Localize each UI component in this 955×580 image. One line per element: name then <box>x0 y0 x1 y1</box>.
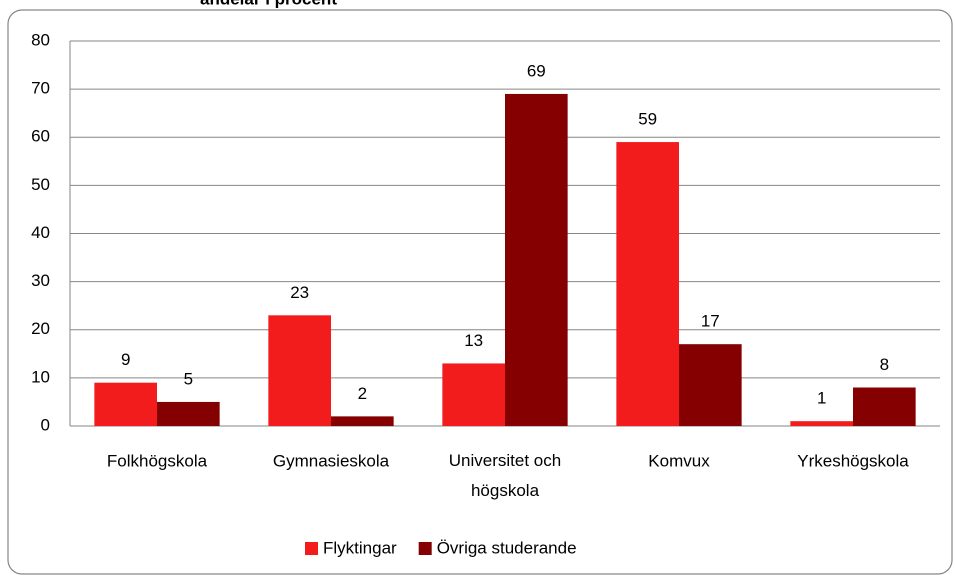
bar <box>616 142 679 426</box>
value-label: 23 <box>290 283 309 302</box>
value-label: 8 <box>880 355 889 374</box>
bar <box>853 387 916 426</box>
legend-swatch <box>418 542 432 555</box>
x-tick-label: Universitet och högskola <box>449 451 561 500</box>
value-label: 59 <box>638 110 657 129</box>
value-label: 1 <box>817 389 826 408</box>
bar <box>94 382 157 426</box>
x-tick-label: Gymnasieskola <box>273 451 390 470</box>
y-tick-label: 0 <box>41 415 50 434</box>
legend-label: Flyktingar <box>323 538 397 557</box>
y-tick-label: 10 <box>31 367 50 386</box>
legend-swatch <box>305 542 318 555</box>
value-label: 2 <box>358 384 367 403</box>
bar <box>790 421 853 426</box>
value-label: 13 <box>464 331 483 350</box>
value-label: 5 <box>184 369 193 388</box>
chart-title: andelar i procent <box>200 0 337 8</box>
y-tick-label: 60 <box>31 127 50 146</box>
x-tick-label: Yrkeshögskola <box>797 451 909 470</box>
y-tick-label: 70 <box>31 79 50 98</box>
y-tick-label: 30 <box>31 271 50 290</box>
legend-label: Övriga studerande <box>437 538 577 557</box>
chart-frame <box>7 9 953 575</box>
bar <box>679 344 742 426</box>
y-tick-label: 40 <box>31 223 50 242</box>
bar <box>331 416 394 426</box>
y-tick-label: 50 <box>31 175 50 194</box>
bar <box>505 93 568 426</box>
value-label: 9 <box>121 350 130 369</box>
value-label: 69 <box>527 61 546 80</box>
y-tick-label: 80 <box>31 30 50 49</box>
x-tick-label: Komvux <box>648 451 710 470</box>
y-tick-label: 20 <box>31 319 50 338</box>
value-label: 17 <box>701 312 720 331</box>
x-tick-label: Folkhögskola <box>107 451 208 470</box>
bar <box>442 363 505 426</box>
bar <box>157 401 220 426</box>
bar <box>268 315 331 426</box>
